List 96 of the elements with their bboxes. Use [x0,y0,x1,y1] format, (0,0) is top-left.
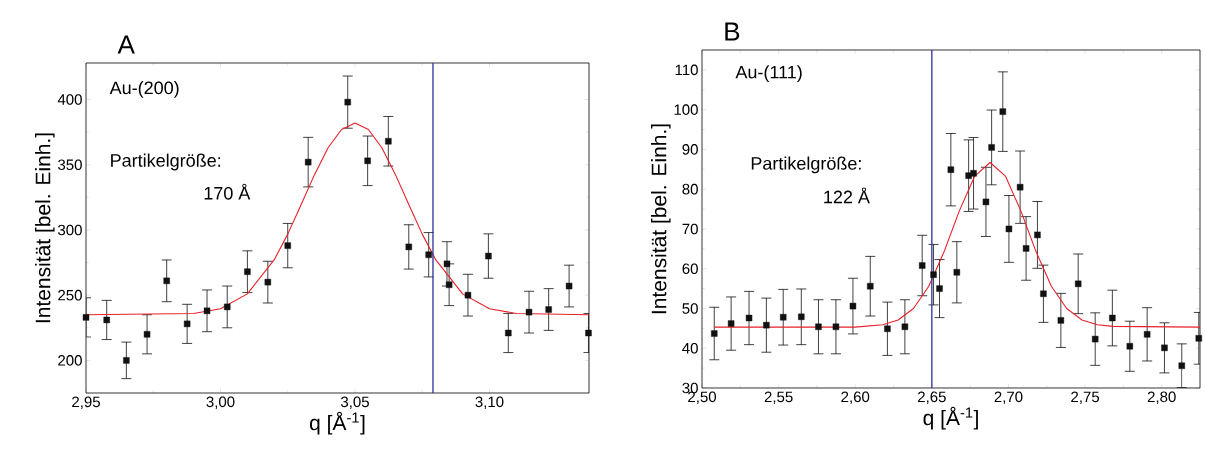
point [953,269,961,276]
point [1057,317,1065,324]
point [1016,183,1024,191]
point [982,198,990,206]
y-tick-label: 40 [682,342,698,354]
point [884,325,891,332]
y-axis-title: Intensität [bel. Einh.] [35,133,55,323]
point [1143,331,1151,338]
point [364,157,371,165]
point [304,158,312,166]
point [1109,314,1116,322]
point [264,278,272,286]
point [585,329,592,337]
point [780,314,787,321]
annotation: Au-(111) [735,65,802,83]
point [1074,280,1082,288]
point [727,320,735,327]
point [203,307,211,315]
point [745,314,753,322]
x-tick-label: 2,65 [918,391,946,404]
point [849,302,857,310]
point [1178,362,1185,369]
point [1022,245,1030,252]
point [711,330,718,337]
point [832,323,840,330]
point [443,260,451,268]
annotation: Partikelgröße: [751,156,861,174]
x-tick-label: 2,95 [72,396,100,409]
point [284,242,291,249]
point [1092,335,1099,343]
point [1005,225,1013,233]
point [445,281,453,288]
x-tick-label: 2,80 [1147,391,1176,404]
x-tick-label: 2,55 [764,391,793,404]
annotation: 170 Å [204,183,251,200]
y-tick-label: 250 [58,289,82,301]
point [970,170,977,177]
point [183,320,191,328]
y-tick-label: 70 [682,223,698,235]
y-tick-label: 400 [57,94,82,105]
point [901,323,909,330]
x-tick-label: 2,70 [994,391,1023,404]
point [1161,344,1168,352]
point [867,283,874,290]
point [919,262,926,269]
point [936,285,943,292]
point [425,251,432,258]
point [525,308,533,316]
point [505,329,512,337]
point [224,303,231,311]
point [143,331,151,338]
point [815,323,822,330]
point [947,166,955,173]
point [344,98,351,106]
point [565,282,573,290]
y-tick-label: 100 [674,104,698,115]
point [1034,231,1041,239]
point [82,314,90,321]
x-tick-label: 3,10 [475,396,504,409]
annotation: 122 Å [824,187,870,204]
y-tick-label: 90 [682,144,698,155]
point [545,306,552,313]
annotation: Partikelgröße: [111,153,221,171]
chart-title: A [117,35,135,54]
y-tick-label: 60 [682,263,698,275]
x-tick-label: 2,60 [841,391,870,404]
point [999,108,1006,115]
annotation: Au-(200) [109,81,179,98]
point [988,144,995,151]
y-tick-label: 50 [682,303,698,314]
y-tick-label: 110 [675,64,698,76]
point [1040,290,1047,297]
point [123,357,130,364]
point [103,316,110,324]
point [763,321,770,329]
point [385,138,392,145]
x-axis-title: q [Å$^{-1}$] [310,411,365,435]
x-tick-label: 2,75 [1071,391,1100,404]
point [464,291,472,299]
point [405,243,412,251]
point [798,313,805,321]
x-tick-label: 3,05 [340,396,369,409]
point [930,271,937,278]
chart-title: B [725,22,740,41]
point [163,277,170,285]
x-axis-title: q [Å$^{-1}$] [923,406,978,430]
x-tick-label: 3,00 [206,396,235,409]
y-axis-title: Intensität [bel. Einh.] [651,124,671,314]
y-tick-label: 80 [682,183,698,195]
point [485,252,492,260]
point [1126,343,1134,350]
point [1195,335,1202,342]
y-tick-label: 300 [58,224,82,236]
y-tick-label: 200 [58,355,82,366]
point [244,268,251,275]
y-tick-label: 350 [58,159,82,171]
